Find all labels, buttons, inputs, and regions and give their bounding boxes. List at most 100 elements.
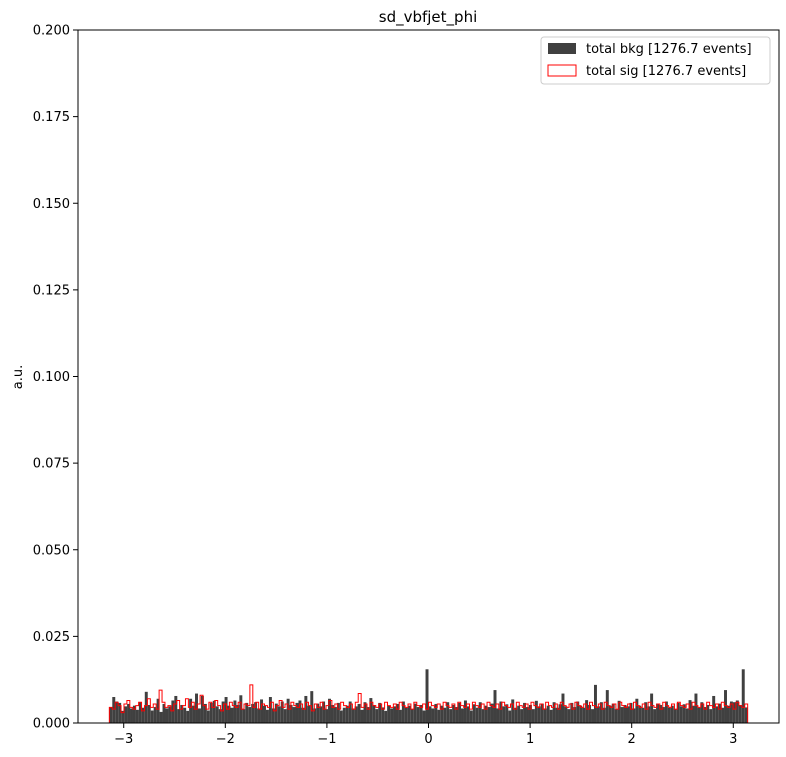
y-tick-label: 0.150 [33,197,70,212]
bkg-bar [156,698,160,723]
x-tick-label: 3 [729,732,737,747]
bkg-bar [313,708,317,723]
bkg-bar [511,699,515,723]
y-tick-label: 0.075 [33,457,70,472]
bkg-bar [413,703,417,723]
bkg-bar [345,705,349,723]
bkg-bar [212,700,216,723]
bkg-bar [307,705,311,723]
bkg-bar [576,701,580,723]
bkg-bar [543,708,547,723]
bkg-bar [206,710,210,723]
bkg-bar [319,706,323,723]
bkg-bar [493,690,497,723]
bkg-bar [738,704,742,723]
bkg-bar [685,708,689,723]
bkg-bar [227,705,231,723]
bkg-bar [316,703,320,723]
bkg-bar [700,702,704,723]
bkg-bar [679,706,683,723]
bkg-bar [407,705,411,723]
bkg-bar [168,706,172,723]
bkg-bar [499,701,503,723]
bkg-bar [265,709,269,723]
bkg-bar [735,700,739,723]
y-tick-label: 0.100 [33,370,70,385]
bkg-bar [709,709,713,723]
y-axis-label: a.u. [11,365,26,389]
bkg-bar [218,709,222,723]
bkg-bar [487,707,491,723]
bkg-bar [558,704,562,723]
bkg-bar [732,702,736,723]
bkg-bar [301,707,305,723]
bkg-bar [236,704,240,723]
bkg-bar [724,690,727,723]
bkg-bar [248,707,252,723]
bkg-bar [437,709,441,723]
bkg-bar [254,702,258,723]
bkg-bar [127,703,131,723]
legend-label-bkg: total bkg [1276.7 events] [586,42,752,57]
bkg-bar [440,705,444,723]
y-tick-label: 0.175 [33,110,70,125]
x-tick-label: −2 [216,732,235,747]
bkg-bar [605,690,609,723]
legend-swatch-bkg [548,43,576,54]
bkg-bar [147,704,151,723]
bkg-bar [398,709,402,723]
bkg-bar [596,706,600,723]
legend-label-sig: total sig [1276.7 events] [586,64,746,79]
x-tick-label: 1 [526,732,534,747]
bkg-bar [673,709,677,723]
bkg-bar [132,705,136,723]
bkg-bar [472,704,476,723]
bkg-bar [203,703,207,723]
bkg-bar [579,705,583,723]
bkg-bar [387,705,391,723]
bkg-bar [726,705,730,723]
bkg-bar [573,707,577,723]
bkg-bar [348,701,352,723]
bkg-bar [298,700,302,723]
bkg-bar [434,703,438,723]
bkg-bar [395,703,399,723]
bkg-bar [608,705,612,723]
bkg-bar [180,704,184,723]
bkg-bar [322,701,326,723]
bkg-bar [514,707,518,723]
bkg-bar [277,706,281,723]
bkg-bar [593,684,597,723]
bkg-bar [611,703,615,723]
bkg-bar [620,707,624,723]
bkg-bar [171,700,175,723]
bkg-bar [706,704,710,723]
bkg-bar [112,697,116,723]
bkg-bar [393,706,396,723]
bkg-bar [446,702,450,723]
bkg-bar [455,707,459,723]
bkg-bar [635,698,639,723]
bkg-bar [534,700,538,723]
bkg-bar [463,700,467,723]
bkg-bar [295,702,299,723]
bkg-bar [729,701,733,723]
bkg-bar [233,700,237,723]
bkg-bar [260,699,264,723]
bkg-bar [555,707,559,723]
bkg-bar [330,704,334,723]
bkg-bar [369,698,373,723]
bkg-bar [381,707,385,723]
bkg-bar [165,708,169,723]
bkg-bar [582,707,586,723]
bkg-bar [715,706,719,723]
bkg-bar [410,709,414,723]
bkg-bar [230,707,234,723]
bkg-bar [183,707,187,723]
bkg-bar [200,695,204,723]
bkg-bar [162,703,166,723]
bkg-bar [378,702,382,723]
bkg-bar [676,702,680,723]
